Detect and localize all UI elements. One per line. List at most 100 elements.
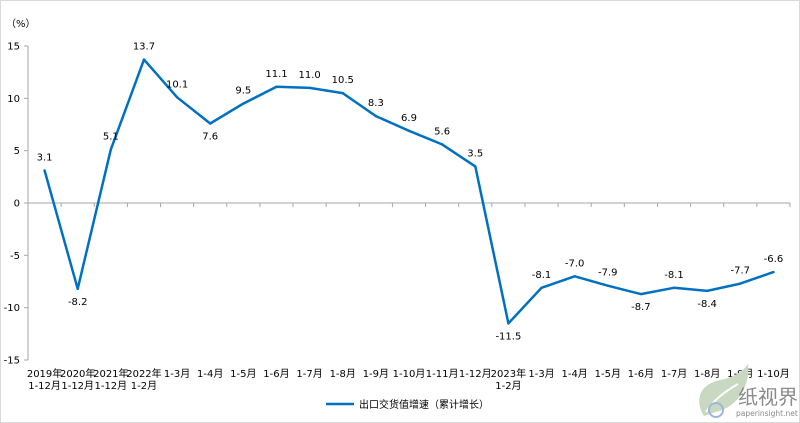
watermark: 纸视界 paperinsight.net (699, 364, 798, 418)
x-tick-label: 2022年 1-2月 (126, 367, 161, 392)
x-tick-label: 2020年 1-12月 (60, 367, 95, 392)
data-point (507, 322, 510, 325)
x-tick-label: 1-9月 (363, 368, 389, 380)
data-point (175, 96, 179, 99)
data-point (341, 91, 344, 95)
x-tick-label: 1-5月 (595, 368, 621, 380)
x-tick-label: 1-3月 (164, 368, 190, 380)
data-point (142, 58, 146, 61)
x-tick-label: 1-11月 (426, 368, 459, 380)
data-point (440, 143, 444, 146)
x-tick-label-line: 1-4月 (561, 368, 587, 380)
data-label: 5.6 (434, 126, 450, 137)
data-label: -7.9 (598, 268, 618, 279)
data-label: 11.1 (265, 69, 287, 80)
watermark-url: paperinsight.net (736, 409, 798, 418)
leaf-logo-icon (699, 364, 749, 418)
y-tick-label: 10 (7, 94, 20, 105)
legend-label: 出口交货值增速（累计增长） (359, 398, 489, 411)
data-label: -11.5 (495, 331, 521, 342)
x-tick-label: 1-3月 (528, 368, 554, 380)
y-axis: 15 10 5 0 -5 -10 -15 (4, 42, 29, 367)
x-tick-label-line: 1-8月 (694, 368, 720, 380)
data-labels: 3.1 -8.2 5.1 13.7 10.1 7.6 9.5 11.1 11.0 10.5 8.3 6… (37, 42, 784, 343)
data-point (308, 86, 311, 90)
x-tick-label-line: 2023年 (491, 367, 526, 380)
data-label: 3.1 (37, 153, 53, 164)
data-point (374, 114, 378, 118)
y-tick-label: -10 (4, 303, 20, 314)
watermark-text: 纸视界 (738, 385, 798, 409)
series-layer (43, 58, 775, 325)
data-point (43, 169, 46, 172)
y-tick-label: 5 (14, 146, 20, 157)
x-tick-label-line: 1-12月 (94, 380, 127, 392)
x-tick-label-line: 1-11月 (426, 368, 459, 380)
x-tick-label: 1-6月 (628, 368, 654, 380)
x-tick-label-line: 2021年 (93, 367, 128, 380)
x-tick-label-line: 1-7月 (661, 368, 687, 380)
data-label: -8.4 (697, 299, 717, 310)
x-tick-label-line: 1-5月 (595, 368, 621, 380)
x-tick-label: 1-12月 (459, 368, 492, 380)
data-label: 10.5 (332, 75, 354, 86)
x-tick-label: 1-7月 (296, 368, 322, 380)
x-tick-label-line: 1-3月 (528, 368, 554, 380)
data-point (407, 129, 411, 132)
y-axis-unit: （%） (6, 18, 36, 30)
x-tick-label-line: 1-12月 (61, 380, 94, 392)
x-tick-label: 1-7月 (661, 368, 687, 380)
x-tick-label: 1-10月 (757, 368, 790, 380)
x-tick-label-line: 2019年 (27, 367, 62, 380)
x-tick-label: 2023年 1-2月 (491, 367, 526, 392)
x-tick-label-line: 1-2月 (495, 380, 521, 392)
x-tick-label-line: 1-5月 (230, 368, 256, 380)
x-tick-label: 2019年 1-12月 (27, 367, 62, 392)
x-tick-label-line: 1-9月 (363, 368, 389, 380)
data-label: 5.1 (103, 132, 119, 143)
data-label: -8.7 (631, 302, 651, 313)
data-label: 6.9 (401, 113, 417, 124)
data-point (242, 102, 245, 105)
y-tick-label: 15 (7, 42, 20, 53)
x-tick-label-line: 1-7月 (296, 368, 322, 380)
y-tick-label: -15 (4, 356, 20, 367)
x-tick-label: 1-8月 (694, 368, 720, 380)
x-tick-label-line: 2020年 (60, 367, 95, 380)
data-point (76, 287, 79, 291)
data-label: -8.1 (532, 270, 552, 281)
data-point (474, 165, 477, 168)
data-point (739, 282, 742, 285)
x-tick-label: 2021年 1-12月 (93, 367, 128, 392)
x-tick-label-line: 2022年 (126, 367, 161, 380)
data-label: -6.6 (764, 254, 784, 265)
data-label: 9.5 (235, 86, 251, 97)
x-tick-label: 1-4月 (197, 368, 223, 380)
x-tick-label: 1-4月 (561, 368, 587, 380)
x-tick-label-line: 1-6月 (628, 368, 654, 380)
data-label: -7.7 (731, 266, 751, 277)
data-point (275, 85, 278, 89)
y-tick-label: -5 (10, 251, 20, 262)
x-tick-label: 1-10月 (393, 368, 426, 380)
x-tick-label-line: 1-6月 (263, 368, 289, 380)
data-point (573, 275, 576, 278)
data-point (540, 286, 543, 289)
data-point (209, 122, 212, 125)
x-tick-label-line: 1-10月 (757, 368, 790, 380)
data-point (705, 289, 709, 293)
x-tick-label-line: 1-8月 (330, 368, 356, 380)
x-tick-label: 1-6月 (263, 368, 289, 380)
data-point (772, 270, 775, 274)
data-label: 3.5 (467, 148, 483, 159)
data-point (109, 148, 113, 151)
x-tick-label-line: 1-12月 (28, 380, 61, 392)
data-point (672, 286, 676, 289)
x-tick-label: 1-5月 (230, 368, 256, 380)
x-tick-label-line: 1-2月 (131, 380, 157, 392)
x-tick-label-line: 1-3月 (164, 368, 190, 380)
data-label: 13.7 (133, 42, 155, 53)
